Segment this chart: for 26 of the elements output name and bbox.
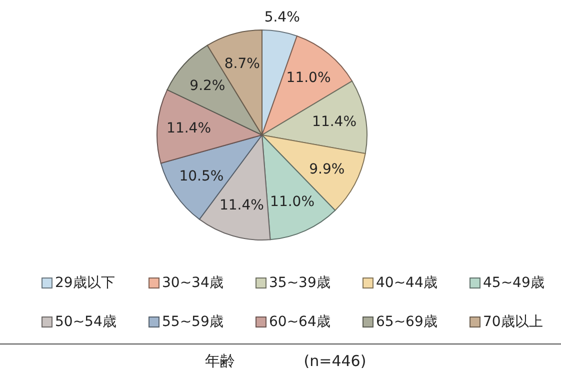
legend-label: 60~64歳 bbox=[269, 314, 330, 330]
data-label: 11.4% bbox=[166, 120, 212, 137]
data-label: 9.9% bbox=[309, 162, 345, 178]
legend-label: 35~39歳 bbox=[269, 275, 330, 291]
pie-slice bbox=[262, 80, 368, 154]
data-label: 9.2% bbox=[190, 78, 226, 94]
legend-label: 50~54歳 bbox=[55, 314, 116, 330]
data-label: 11.4% bbox=[312, 114, 357, 130]
data-label: 5.4% bbox=[264, 10, 300, 26]
data-label: 11.0% bbox=[270, 194, 315, 210]
legend-label: 65~69歳 bbox=[376, 314, 438, 330]
data-label: 11.0% bbox=[286, 70, 331, 86]
legend-label: 40~44歳 bbox=[376, 275, 438, 291]
pie-slice bbox=[262, 134, 366, 211]
legend-label: 55~59歳 bbox=[162, 314, 224, 330]
text: 年齢 bbox=[205, 352, 235, 370]
text: (n=446) bbox=[304, 352, 366, 370]
legend-label: 30~34歳 bbox=[162, 275, 224, 291]
legend-label: 70歳以上 bbox=[483, 314, 543, 330]
legend-label: 29歳以下 bbox=[55, 275, 115, 291]
pie-slice bbox=[166, 44, 262, 136]
legend-label: 45~49歳 bbox=[483, 275, 544, 291]
data-label: 11.4% bbox=[219, 198, 264, 214]
data-label: 10.5% bbox=[179, 168, 224, 185]
pie-slice bbox=[160, 134, 262, 220]
data-label: 8.7% bbox=[224, 56, 260, 72]
